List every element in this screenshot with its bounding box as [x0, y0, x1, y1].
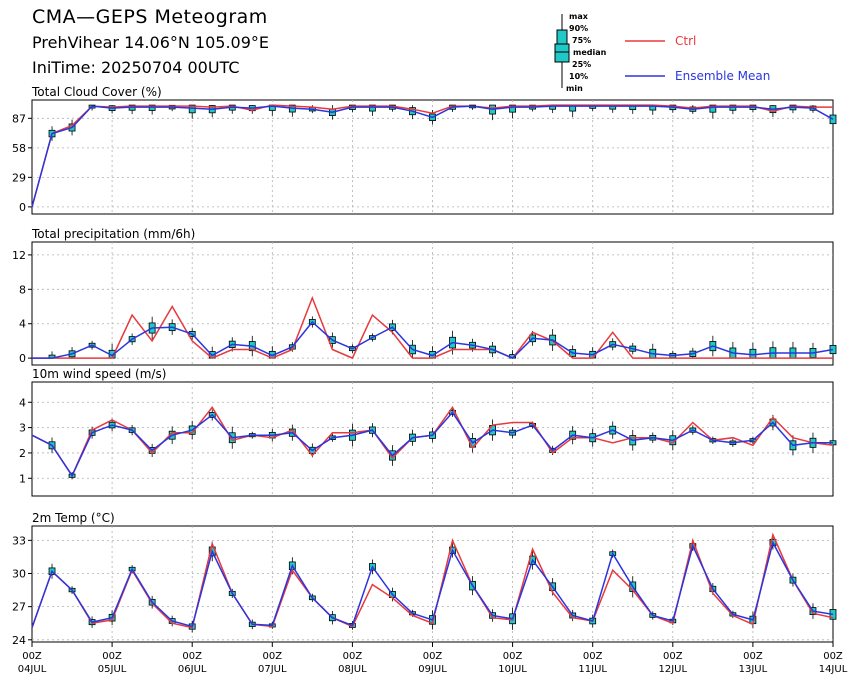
xtick-label-time: 00Z — [182, 651, 202, 662]
xtick-label-date: 11JUL — [578, 664, 607, 675]
box-iqr — [749, 348, 757, 359]
ctrl-series-line — [31, 532, 834, 629]
init-time-label: IniTime: 20250704 00UTC — [32, 58, 240, 77]
ytick-label: 0 — [19, 352, 26, 365]
xtick-label-time: 00Z — [823, 651, 843, 662]
legend-label-10: 10% — [569, 72, 588, 81]
ytick-label: 2 — [19, 447, 26, 460]
xtick-label-time: 00Z — [663, 651, 683, 662]
xtick-label-time: 00Z — [503, 651, 523, 662]
ytick-label: 24 — [12, 634, 26, 647]
xtick-label-date: 09JUL — [418, 664, 447, 675]
panel-0: Total Cloud Cover (%) 0 29 58 87 — [12, 85, 837, 215]
xtick-label-date: 13JUL — [739, 664, 768, 675]
ytick-label: 29 — [12, 171, 26, 184]
legend-label-min: min — [566, 84, 583, 93]
ytick-label: 58 — [12, 142, 26, 155]
xtick-label-time: 00Z — [743, 651, 763, 662]
ytick-label: 3 — [19, 422, 26, 435]
legend-label-25: 25% — [572, 60, 591, 69]
xtick-label-date: 14JUL — [819, 664, 848, 675]
legend-label-90: 90% — [569, 24, 588, 33]
box-iqr — [709, 104, 717, 113]
ytick-label: 4 — [19, 396, 26, 409]
ytick-label: 87 — [12, 112, 26, 125]
xtick-label-date: 06JUL — [178, 664, 207, 675]
legend-ctrl-label: Ctrl — [675, 34, 696, 48]
xtick-label-date: 12JUL — [659, 664, 688, 675]
legend-label-75: 75% — [572, 36, 591, 45]
xtick-label-time: 00Z — [343, 651, 363, 662]
box-iqr — [369, 104, 376, 112]
ctrl-series-line — [31, 104, 833, 208]
xtick-label-date: 07JUL — [258, 664, 287, 675]
location-label: PrehVihear 14.06°N 105.09°E — [32, 33, 270, 52]
legend-mean-label: Ensemble Mean — [675, 69, 770, 83]
panel-1: Total precipitation (mm/6h) 0 4 8 12 — [12, 227, 837, 366]
chart-title: CMA—GEPS Meteogram — [32, 6, 268, 28]
box-iqr — [829, 114, 837, 125]
ytick-label: 8 — [19, 283, 26, 296]
xtick-label-time: 00Z — [22, 651, 42, 662]
panel-3: 2m Temp (°C) 24 27 30 33 — [12, 511, 837, 647]
legend-boxplot-icon — [554, 14, 570, 88]
legend-label-max: max — [569, 12, 589, 21]
panel-title-3: 2m Temp (°C) — [32, 511, 115, 525]
ytick-label: 4 — [19, 318, 26, 331]
legend-label-median: median — [573, 48, 607, 57]
box-iqr — [509, 104, 517, 113]
xtick-label-time: 00Z — [423, 651, 443, 662]
mean-series-line — [32, 320, 834, 359]
mean-series-line — [31, 105, 834, 208]
xtick-label-date: 05JUL — [98, 664, 127, 675]
ytick-label: 1 — [19, 472, 26, 485]
ytick-label: 27 — [12, 601, 26, 614]
xtick-label-date: 10JUL — [498, 664, 527, 675]
panel-title-2: 10m wind speed (m/s) — [32, 367, 166, 381]
mean-series-line — [31, 540, 834, 628]
ctrl-series-line — [32, 295, 833, 360]
panel-title-0: Total Cloud Cover (%) — [31, 85, 162, 99]
mean-series-line — [31, 411, 833, 478]
xtick-label-time: 00Z — [583, 651, 603, 662]
ytick-label: 12 — [12, 249, 26, 262]
xtick-label-time: 00Z — [263, 651, 283, 662]
panel-title-1: Total precipitation (mm/6h) — [31, 227, 195, 241]
xtick-label-date: 04JUL — [18, 664, 47, 675]
ytick-label: 30 — [12, 568, 26, 581]
xtick-label-date: 08JUL — [338, 664, 367, 675]
ytick-label: 0 — [19, 201, 26, 214]
ytick-label: 33 — [12, 534, 26, 547]
xtick-label-time: 00Z — [102, 651, 122, 662]
panel-2: 10m wind speed (m/s) 1 2 3 4 — [19, 367, 837, 497]
